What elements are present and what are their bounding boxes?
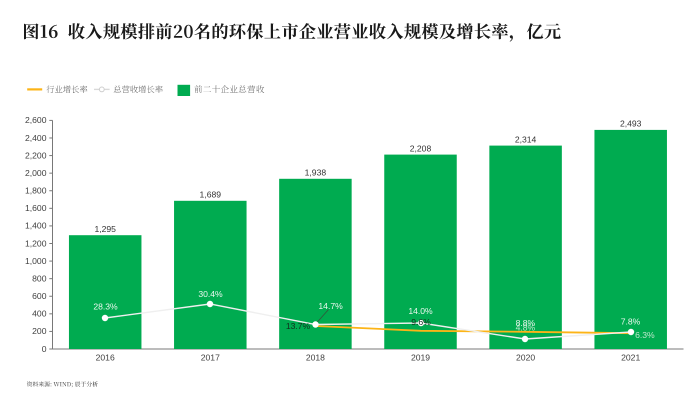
svg-text:400: 400 (32, 309, 47, 319)
svg-text:1,000: 1,000 (25, 256, 47, 266)
svg-text:2017: 2017 (201, 353, 220, 363)
svg-text:2,400: 2,400 (25, 133, 47, 143)
svg-text:2020: 2020 (516, 353, 535, 363)
svg-text:1,295: 1,295 (94, 224, 116, 234)
svg-text:2019: 2019 (411, 353, 430, 363)
svg-text:14.0%: 14.0% (408, 306, 433, 316)
svg-text:7.8%: 7.8% (621, 316, 641, 326)
svg-text:9.6%: 9.6% (411, 317, 431, 327)
svg-text:1,400: 1,400 (25, 221, 47, 231)
svg-text:6.3%: 6.3% (635, 330, 655, 340)
svg-text:2,493: 2,493 (620, 119, 642, 129)
svg-text:2,000: 2,000 (25, 168, 47, 178)
svg-text:1,200: 1,200 (25, 238, 47, 248)
svg-text:200: 200 (32, 326, 47, 336)
svg-text:28.3%: 28.3% (93, 302, 118, 312)
svg-text:1,600: 1,600 (25, 203, 47, 213)
svg-text:2021: 2021 (621, 353, 640, 363)
svg-text:800: 800 (32, 273, 47, 283)
svg-text:8.8%: 8.8% (516, 318, 536, 328)
svg-text:2016: 2016 (96, 353, 115, 363)
svg-text:2,200: 2,200 (25, 150, 47, 160)
svg-text:30.4%: 30.4% (198, 289, 223, 299)
svg-text:600: 600 (32, 291, 47, 301)
svg-text:4.8%: 4.8% (516, 323, 536, 333)
svg-text:2018: 2018 (306, 353, 325, 363)
svg-text:2,314: 2,314 (515, 134, 537, 144)
svg-text:1,938: 1,938 (305, 168, 327, 178)
svg-text:0: 0 (42, 344, 47, 354)
svg-text:2,600: 2,600 (25, 115, 47, 125)
svg-text:1,689: 1,689 (200, 190, 222, 200)
svg-text:14.7%: 14.7% (318, 301, 343, 311)
svg-text:2,208: 2,208 (410, 143, 432, 153)
svg-text:13.7%: 13.7% (286, 321, 311, 331)
svg-text:1,800: 1,800 (25, 186, 47, 196)
